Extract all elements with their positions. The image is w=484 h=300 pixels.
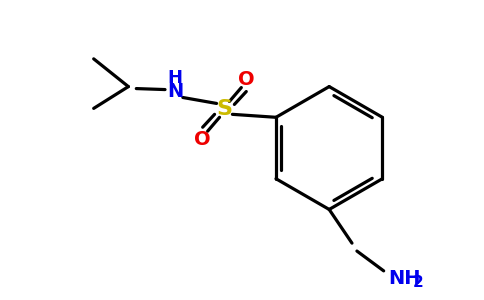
Text: S: S	[216, 99, 232, 119]
Text: H: H	[167, 69, 182, 87]
Text: 2: 2	[412, 275, 423, 290]
Text: N: N	[167, 82, 183, 101]
Text: NH: NH	[389, 269, 421, 288]
Text: O: O	[195, 130, 211, 148]
Text: O: O	[238, 70, 255, 89]
